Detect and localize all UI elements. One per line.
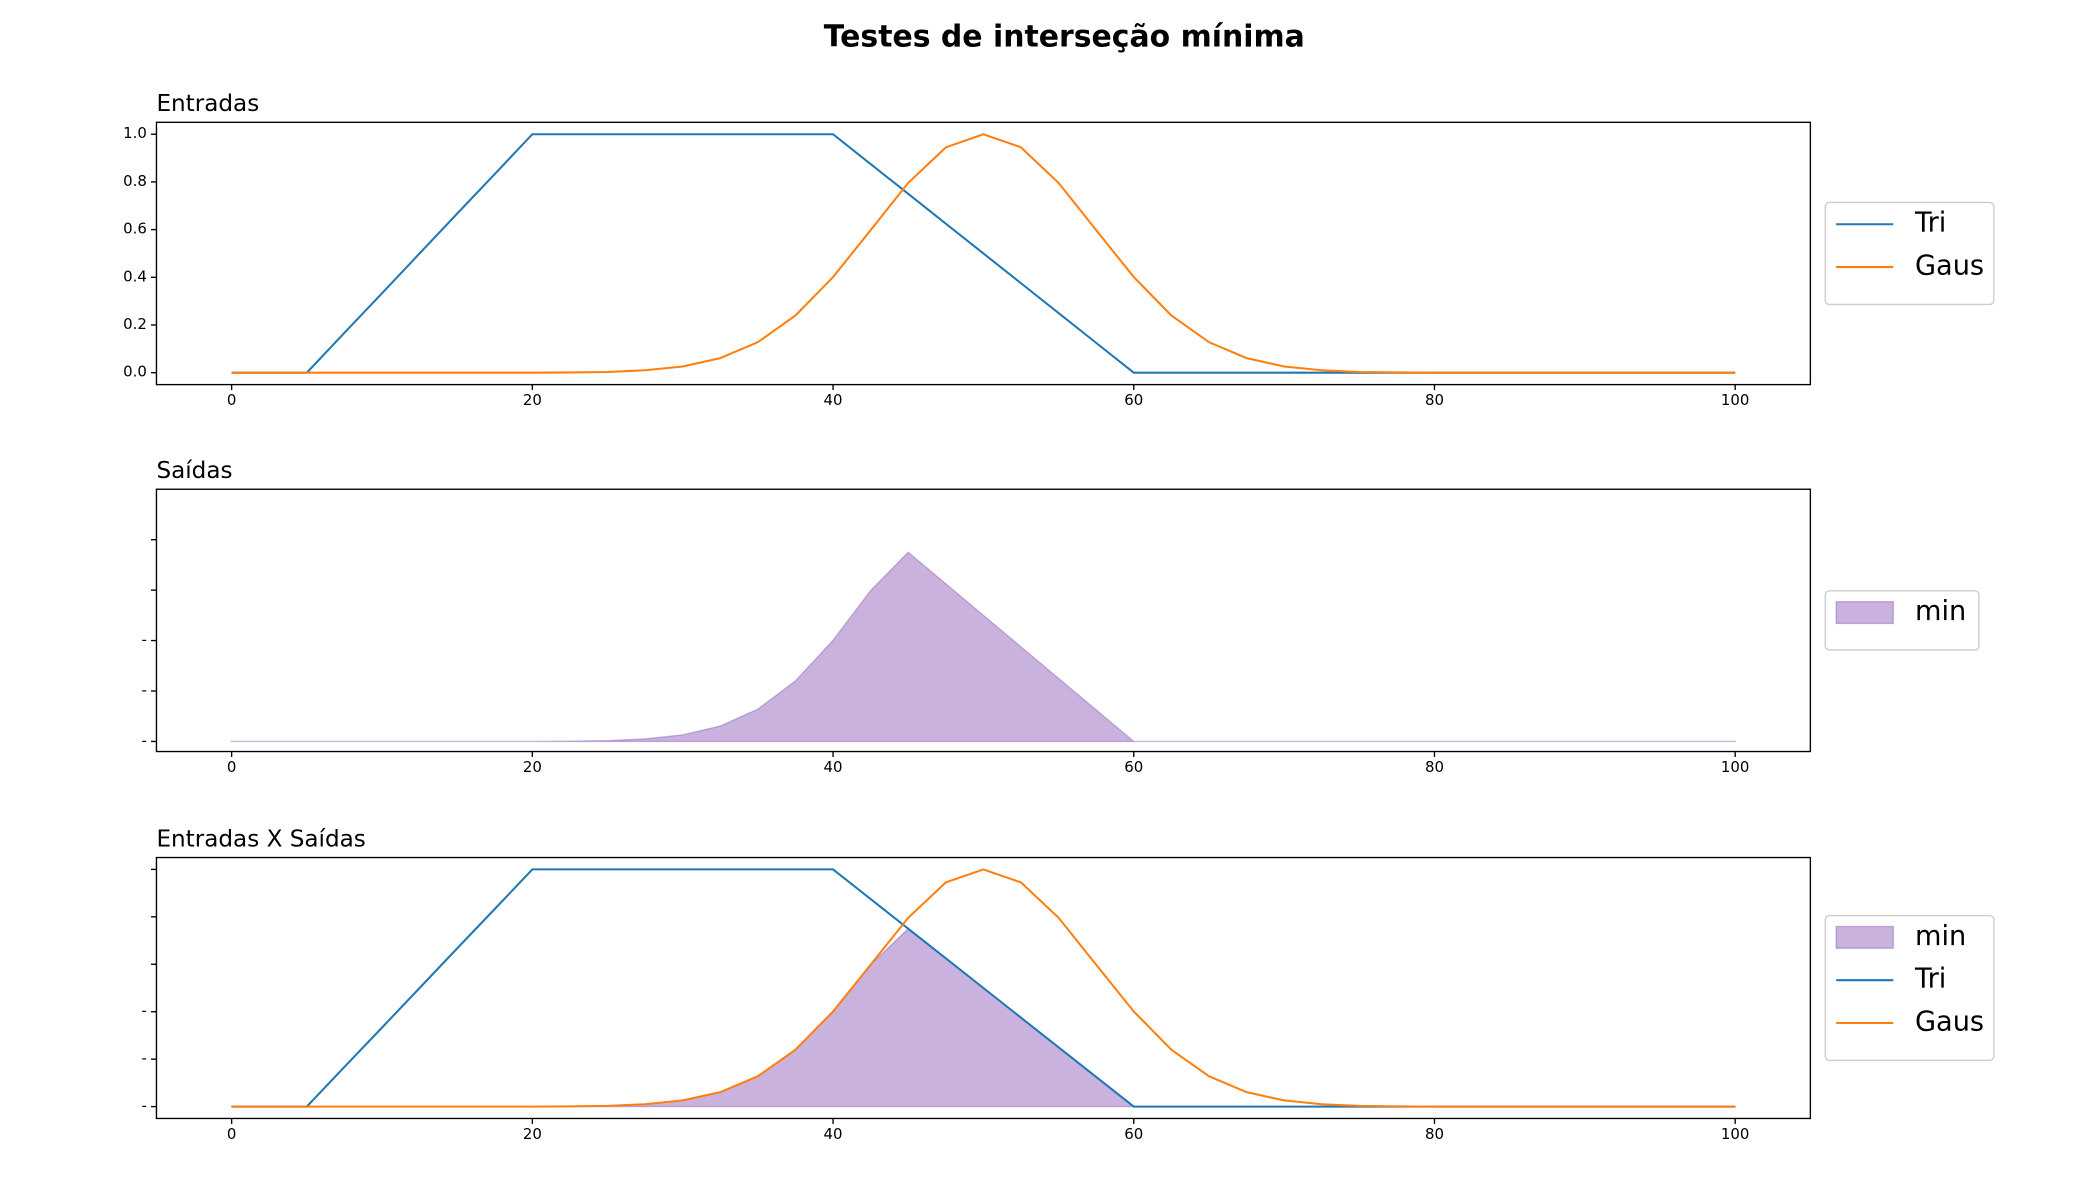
x-tick-label: 80	[1425, 391, 1444, 409]
x-tick-label: 80	[1425, 1125, 1444, 1143]
line	[231, 133, 1736, 374]
x-tick-label: 20	[523, 758, 542, 776]
y-tick-label: -	[142, 731, 147, 749]
legend-label: min	[1915, 596, 1966, 627]
y-tick-label: -	[142, 681, 147, 699]
x-tick-label: 60	[1124, 758, 1143, 776]
legend-box	[1824, 201, 1995, 306]
x-tick-label: 0	[227, 1125, 237, 1143]
legend-label: Tri	[1914, 964, 1946, 995]
axes-frame	[155, 488, 1812, 753]
subplot-title: Entradas X Saídas	[156, 826, 365, 852]
x-tick-label: 40	[824, 391, 843, 409]
y-tick-label: -	[142, 1097, 147, 1115]
y-tick-label: -	[142, 1002, 147, 1020]
x-tick-label: 20	[523, 391, 542, 409]
y-tick-label: -	[142, 631, 147, 649]
legend-box	[1824, 914, 1995, 1062]
legend-swatch	[1835, 601, 1894, 625]
figure-title: Testes de interseção mínima	[824, 20, 1305, 55]
line	[231, 868, 1736, 1108]
x-tick-label: 0	[227, 391, 237, 409]
x-tick-label: 60	[1124, 1125, 1143, 1143]
x-tick-label: 80	[1425, 758, 1444, 776]
x-tick-label: 60	[1124, 391, 1143, 409]
y-tick-label: 0.2	[123, 315, 147, 333]
x-tick-label: 40	[824, 758, 843, 776]
axes-frame	[155, 856, 1812, 1120]
subplot-title: Entradas	[156, 91, 259, 117]
y-tick-label: 0.6	[123, 220, 147, 238]
x-tick-label: 40	[824, 1125, 843, 1143]
y-tick-label: 0.8	[123, 172, 147, 190]
x-tick-label: 100	[1721, 1125, 1750, 1143]
subplot-title: Saídas	[156, 458, 232, 484]
x-tick-label: 100	[1721, 391, 1750, 409]
legend-label: Gaus	[1915, 251, 1984, 282]
y-tick-label: -	[142, 1049, 147, 1067]
legend-swatch	[1835, 925, 1894, 949]
y-tick-label: 0.4	[123, 267, 147, 285]
y-tick-label: 0.0	[123, 363, 147, 381]
legend-label: Gaus	[1915, 1006, 1984, 1037]
legend-label: Tri	[1914, 208, 1946, 239]
legend-label: min	[1915, 921, 1966, 952]
x-tick-label: 0	[227, 758, 237, 776]
y-tick-label: 1.0	[123, 124, 147, 142]
axes-frame	[155, 121, 1812, 386]
x-tick-label: 20	[523, 1125, 542, 1143]
x-tick-label: 100	[1721, 758, 1750, 776]
area	[230, 551, 1736, 743]
